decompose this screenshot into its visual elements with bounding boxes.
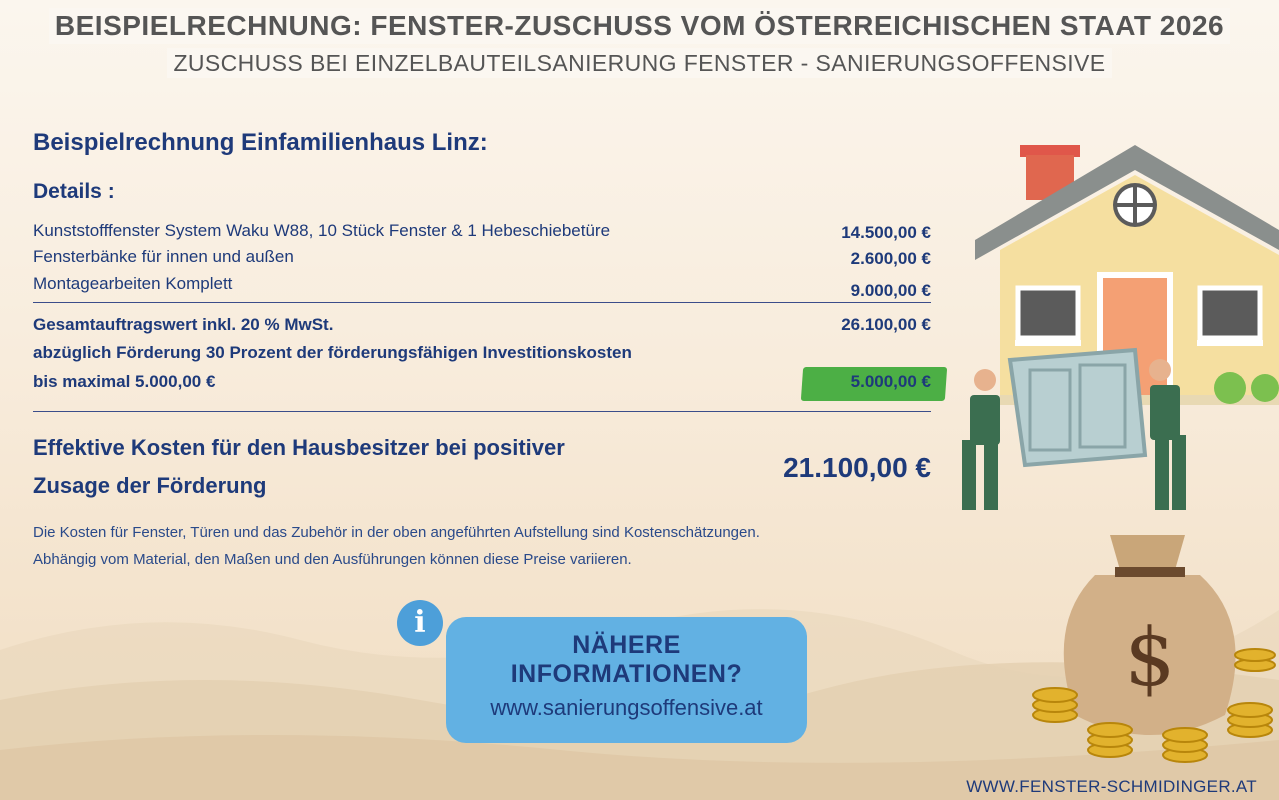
info-link[interactable]: www.sanierungsoffensive.at bbox=[490, 695, 763, 720]
item-amount: 9.000,00 € bbox=[850, 281, 931, 300]
info-box[interactable]: NÄHERE INFORMATIONEN? www.sanierungsoffe… bbox=[446, 617, 807, 743]
item-label: Fensterbänke für innen und außen bbox=[33, 247, 294, 266]
total-label: Gesamtauftragswert inkl. 20 % MwSt. bbox=[33, 315, 334, 334]
total-row: Gesamtauftragswert inkl. 20 % MwSt. 26.1… bbox=[33, 315, 931, 335]
divider bbox=[33, 411, 931, 412]
note-line-1: Die Kosten für Fenster, Türen und das Zu… bbox=[33, 524, 760, 541]
subsidy-amount: 5.000,00 € bbox=[850, 372, 931, 391]
page-title: BEISPIELRECHNUNG: FENSTER-ZUSCHUSS VOM Ö… bbox=[48, 8, 1231, 44]
workers-carrying-window-illustration bbox=[962, 347, 1186, 510]
info-line-1: NÄHERE bbox=[572, 631, 681, 659]
subsidy-line-2: bis maximal 5.000,00 € bbox=[33, 372, 216, 391]
item-label: Kunststofffenster System Waku W88, 10 St… bbox=[33, 221, 611, 240]
details-label: Details : bbox=[33, 180, 115, 203]
page-subtitle: ZUSCHUSS BEI EINZELBAUTEILSANIERUNG FENS… bbox=[167, 48, 1112, 78]
item-row: Montagearbeiten Komplett 9.000,00 € bbox=[33, 274, 931, 300]
info-icon: i bbox=[397, 600, 443, 646]
house-illustration bbox=[975, 145, 1279, 405]
item-amount: 14.500,00 € bbox=[841, 223, 931, 242]
divider bbox=[33, 302, 931, 303]
info-line-2: INFORMATIONEN? bbox=[510, 660, 743, 688]
subtitle-bar: ZUSCHUSS BEI EINZELBAUTEILSANIERUNG FENS… bbox=[0, 48, 1279, 78]
subsidy-row: bis maximal 5.000,00 € 5.000,00 € bbox=[33, 372, 931, 392]
svg-text:$: $ bbox=[1125, 611, 1176, 704]
money-bag-illustration: $ bbox=[1032, 535, 1276, 763]
effective-line-1: Effektive Kosten für den Hausbesitzer be… bbox=[33, 435, 565, 460]
note-line-2: Abhängig vom Material, den Maßen und den… bbox=[33, 551, 632, 568]
effective-amount: 21.100,00 € bbox=[783, 452, 931, 483]
title-bar: BEISPIELRECHNUNG: FENSTER-ZUSCHUSS VOM Ö… bbox=[0, 8, 1279, 44]
calc-heading: Beispielrechnung Einfamilienhaus Linz: bbox=[33, 129, 488, 156]
item-row: Kunststofffenster System Waku W88, 10 St… bbox=[33, 221, 931, 242]
total-amount: 26.100,00 € bbox=[841, 315, 931, 334]
item-row: Fensterbänke für innen und außen 2.600,0… bbox=[33, 247, 931, 268]
item-amount: 2.600,00 € bbox=[850, 249, 931, 268]
effective-line-2: Zusage der Förderung bbox=[33, 473, 267, 498]
subsidy-line-1: abzüglich Förderung 30 Prozent der förde… bbox=[33, 343, 632, 362]
footer-url[interactable]: WWW.FENSTER-SCHMIDINGER.AT bbox=[966, 777, 1257, 796]
item-label: Montagearbeiten Komplett bbox=[33, 274, 233, 293]
